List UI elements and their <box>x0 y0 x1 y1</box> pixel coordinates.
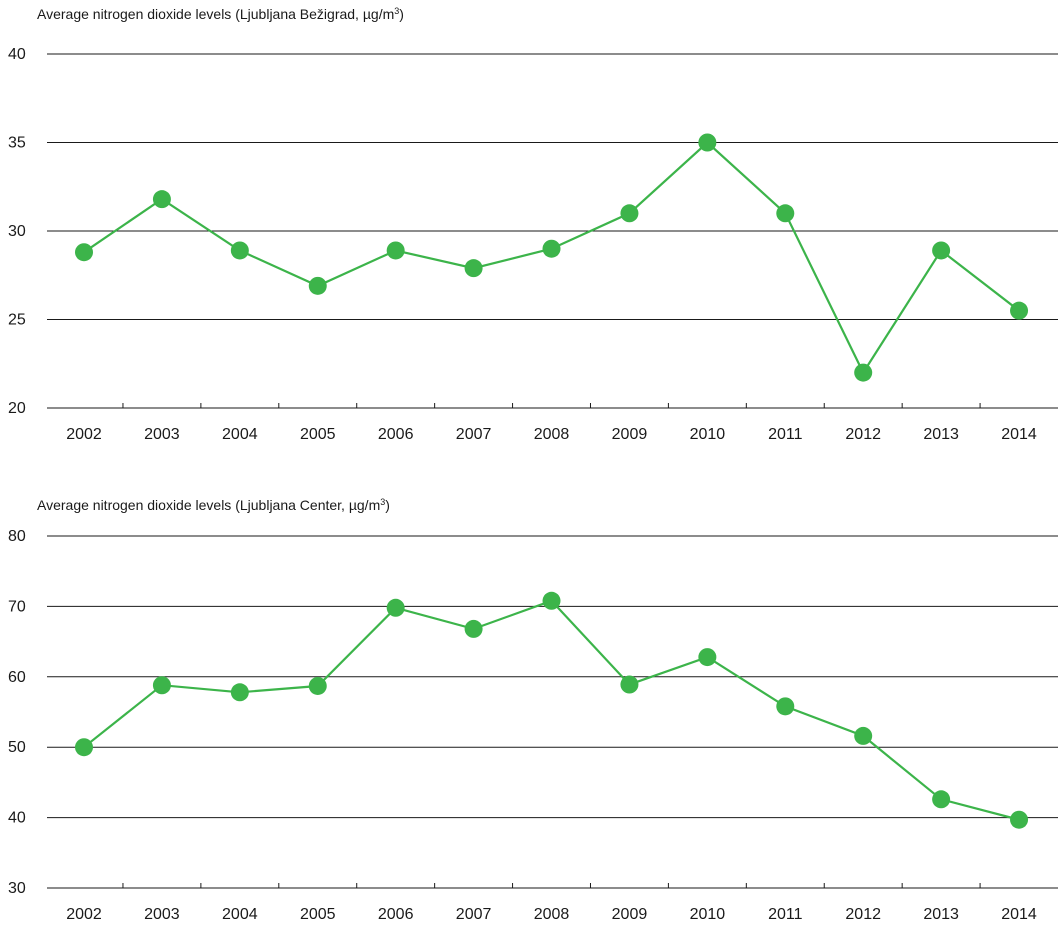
chart-center-svg: Average nitrogen dioxide levels (Ljublja… <box>8 497 1058 923</box>
x-tick-label: 2014 <box>1001 906 1037 921</box>
chart-title: Average nitrogen dioxide levels (Ljublja… <box>37 497 390 513</box>
x-tick-label: 2009 <box>612 426 648 443</box>
x-tick-label: 2005 <box>300 906 336 921</box>
data-point <box>776 697 795 716</box>
x-tick-label: 2002 <box>66 426 102 443</box>
y-tick-label: 25 <box>8 312 26 329</box>
data-point <box>308 276 327 295</box>
x-tick-label: 2011 <box>768 426 803 443</box>
x-tick-label: 2012 <box>845 426 881 443</box>
x-tick-label: 2007 <box>456 426 492 443</box>
data-point <box>75 738 93 757</box>
x-tick-label: 2008 <box>534 426 570 443</box>
x-tick-label: 2002 <box>66 906 102 921</box>
data-point <box>854 363 873 382</box>
data-point <box>230 683 249 702</box>
x-tick-label: 2003 <box>144 906 180 921</box>
data-point <box>776 204 795 223</box>
data-point <box>698 133 717 152</box>
y-tick-label: 70 <box>8 598 26 615</box>
chart-bezigrad-svg: Average nitrogen dioxide levels (Ljublja… <box>8 6 1058 443</box>
data-point <box>386 241 405 260</box>
data-point <box>542 239 561 258</box>
x-tick-label: 2010 <box>690 426 726 443</box>
x-tick-label: 2013 <box>923 426 959 443</box>
x-tick-label: 2003 <box>144 426 180 443</box>
data-point <box>1010 301 1029 320</box>
data-point <box>620 675 639 694</box>
y-tick-label: 80 <box>8 528 26 545</box>
x-tick-label: 2006 <box>378 906 414 921</box>
x-tick-label: 2014 <box>1001 426 1037 443</box>
data-point <box>464 259 483 278</box>
data-point <box>542 591 561 610</box>
y-tick-label: 35 <box>8 135 26 152</box>
x-tick-label: 2008 <box>534 906 570 921</box>
data-point <box>1010 810 1029 829</box>
x-tick-label: 2006 <box>378 426 414 443</box>
data-point <box>464 619 483 638</box>
data-point <box>386 598 405 617</box>
data-point <box>932 790 951 809</box>
x-tick-label: 2005 <box>300 426 336 443</box>
x-tick-label: 2007 <box>456 906 492 921</box>
x-tick-label: 2009 <box>612 906 648 921</box>
data-point <box>230 241 249 260</box>
x-tick-label: 2012 <box>845 906 881 921</box>
y-tick-label: 40 <box>8 46 26 63</box>
y-tick-label: 30 <box>8 223 26 240</box>
y-tick-label: 50 <box>8 739 26 756</box>
data-point <box>75 243 93 262</box>
y-tick-label: 40 <box>8 810 26 827</box>
series-line <box>83 599 1020 821</box>
chart-bezigrad: Average nitrogen dioxide levels (Ljublja… <box>0 0 1061 450</box>
chart-center: Average nitrogen dioxide levels (Ljublja… <box>0 490 1061 923</box>
x-tick-label: 2004 <box>222 426 258 443</box>
y-tick-label: 30 <box>8 880 26 897</box>
data-point <box>698 648 717 667</box>
data-point <box>152 190 171 209</box>
x-tick-label: 2004 <box>222 906 258 921</box>
data-point <box>620 204 639 223</box>
data-point <box>308 676 327 695</box>
x-tick-label: 2011 <box>768 906 803 921</box>
data-point <box>152 676 171 695</box>
chart-title: Average nitrogen dioxide levels (Ljublja… <box>37 6 404 22</box>
x-tick-label: 2010 <box>690 906 726 921</box>
data-point <box>932 241 951 260</box>
data-point <box>854 726 873 745</box>
y-tick-label: 60 <box>8 669 26 686</box>
y-tick-label: 20 <box>8 400 26 417</box>
x-tick-label: 2013 <box>923 906 959 921</box>
